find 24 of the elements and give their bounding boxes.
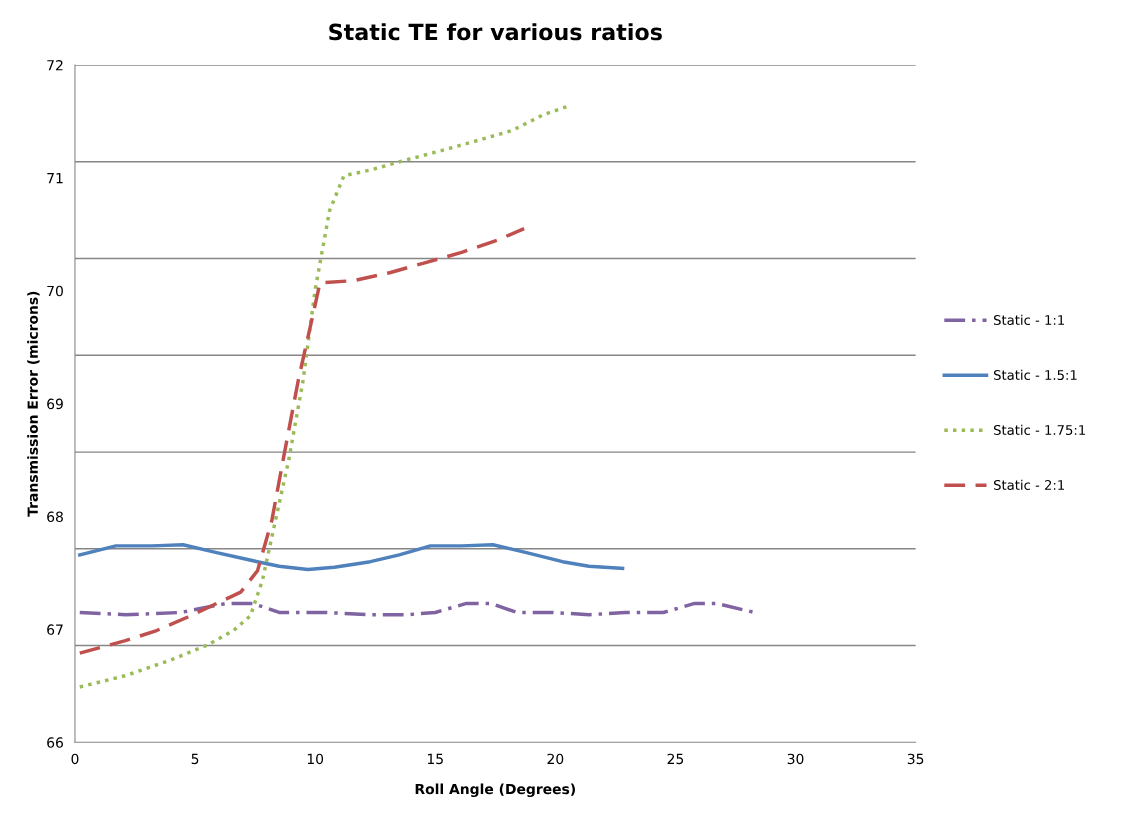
chart-title: Static TE for various ratios	[329, 23, 662, 41]
y-tick-label: 72	[47, 60, 63, 71]
line-series	[78, 543, 625, 572]
y-tick-label: 69	[47, 398, 63, 410]
legend-label: Static - 1:1	[993, 314, 1065, 325]
x-tick-label: 0	[71, 753, 79, 765]
legend-label: Static - 1.75:1	[993, 424, 1085, 435]
y-tick-label: 70	[47, 285, 63, 297]
line-series	[78, 226, 526, 655]
x-tick-label: 25	[667, 753, 684, 765]
y-tick-label: 68	[47, 511, 63, 522]
x-tick-label: 5	[191, 753, 199, 765]
y-tick-label: 67	[47, 624, 63, 635]
y-tick-label: 71	[47, 173, 63, 184]
x-tick-label: 30	[787, 753, 804, 765]
legend-label: Static - 2:1	[993, 479, 1065, 490]
legend-label: Static - 1.5:1	[993, 369, 1077, 380]
x-tick-label: 15	[427, 753, 443, 765]
x-tick-label: 20	[547, 753, 564, 765]
x-tick-label: 10	[307, 753, 324, 765]
y-axis-title: Transmission Error (microns)	[27, 291, 40, 517]
x-tick-label: 35	[907, 753, 924, 765]
y-tick-label: 66	[47, 737, 63, 748]
x-axis-title: Roll Angle (Degrees)	[415, 783, 575, 798]
